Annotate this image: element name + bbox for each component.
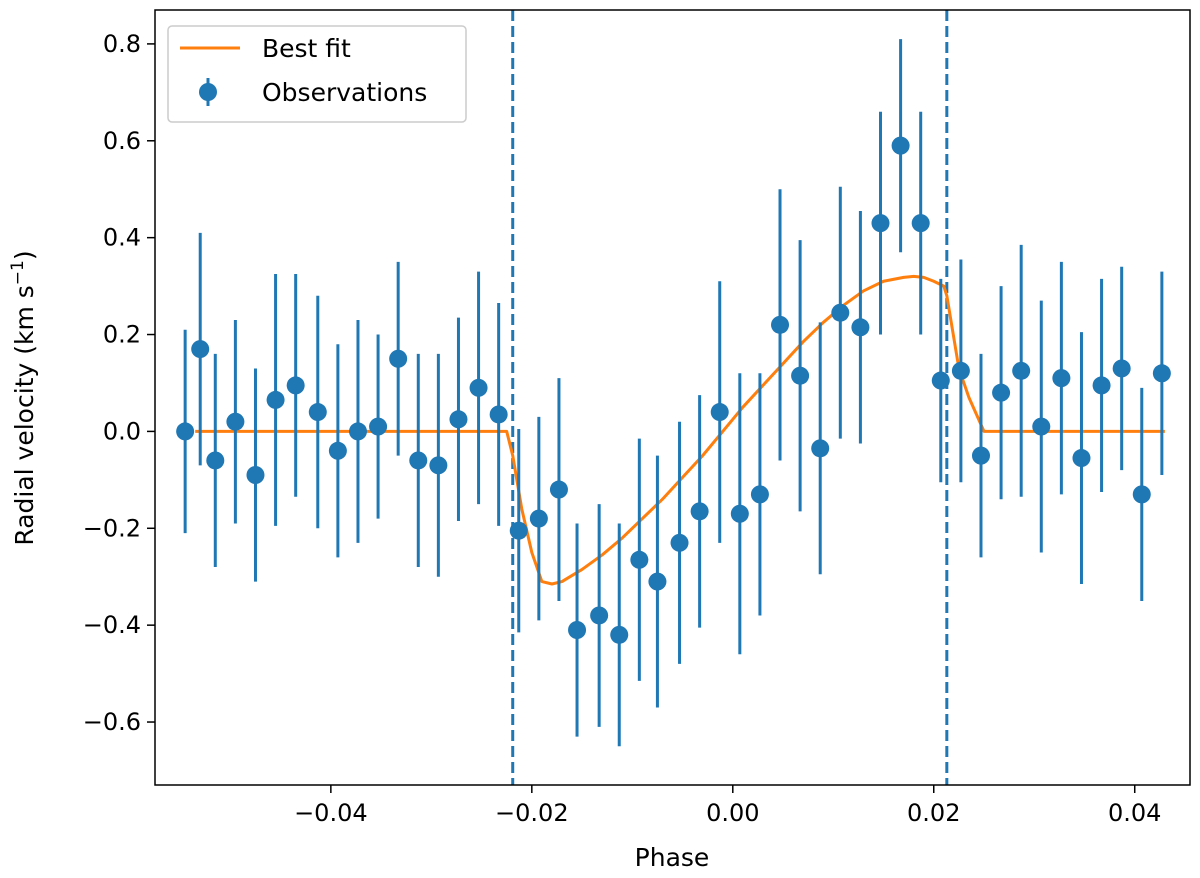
observation-point — [670, 533, 689, 552]
y-axis-label-tail: ) — [10, 250, 39, 260]
observation-point — [771, 315, 790, 334]
plot-frame — [154, 9, 1191, 786]
observation-point — [630, 550, 649, 569]
observation-point — [191, 340, 210, 359]
best-fit-line — [195, 274, 1165, 586]
y-tick-label: 0.8 — [103, 30, 141, 58]
observation-point — [206, 451, 225, 470]
observation-point — [529, 509, 548, 528]
y-tick-label: −0.6 — [83, 708, 141, 736]
observation-point — [429, 456, 448, 475]
y-axis-label-main: Radial velocity (km s — [10, 285, 39, 545]
observation-point — [549, 480, 568, 499]
observation-point — [690, 502, 709, 521]
y-axis-label: Radial velocity (km s−1) — [8, 250, 39, 545]
x-tick-label: 0.04 — [1108, 799, 1161, 827]
observation-point — [791, 366, 810, 385]
x-tick-label: 0.02 — [907, 799, 960, 827]
observation-point — [328, 441, 347, 460]
observation-point — [590, 606, 609, 625]
observation-point — [992, 383, 1011, 402]
observation-point — [409, 451, 428, 470]
observation-point — [648, 572, 667, 591]
observation-point — [246, 466, 265, 484]
phase-boundary-lines — [511, 10, 949, 785]
x-axis: −0.04 −0.02 0.00 0.02 0.04 — [294, 785, 1161, 827]
observation-point — [1132, 485, 1151, 504]
observation-point — [176, 422, 195, 441]
observation-point — [286, 376, 305, 395]
observation-point — [911, 214, 930, 233]
observation-point — [1152, 364, 1171, 383]
observation-point — [308, 403, 327, 422]
observation-point — [750, 485, 769, 504]
observation-point — [710, 403, 729, 422]
observation-point — [851, 318, 870, 337]
observation-point — [831, 303, 850, 322]
y-axis: −0.6 −0.4 −0.2 0.0 0.2 0.4 0.6 0.8 — [83, 30, 155, 736]
observations-series — [176, 39, 1171, 747]
observation-point — [951, 361, 970, 380]
observation-point — [226, 412, 245, 431]
observation-point — [1052, 369, 1071, 388]
x-tick-label: −0.02 — [495, 799, 569, 827]
y-tick-label: 0.4 — [103, 224, 141, 252]
y-tick-label: 0.2 — [103, 321, 141, 349]
legend-box — [167, 25, 467, 123]
legend-observations-label: Observations — [262, 78, 427, 107]
x-tick-label: −0.04 — [294, 799, 368, 827]
observation-point — [369, 417, 388, 436]
y-tick-label: −0.2 — [83, 514, 141, 542]
observation-point — [568, 621, 587, 639]
x-axis-label: Phase — [635, 843, 710, 872]
y-tick-label: −0.4 — [83, 611, 141, 639]
y-axis-label-superscript: −1 — [8, 260, 28, 285]
observation-point — [730, 504, 749, 523]
legend-best-fit-label: Best fit — [262, 34, 351, 63]
y-tick-label: 0.0 — [103, 417, 141, 445]
observation-point — [266, 390, 285, 409]
observation-point — [489, 405, 508, 424]
observation-point — [610, 625, 629, 644]
observation-point — [1112, 359, 1131, 378]
observation-point — [348, 422, 367, 441]
observation-point — [1072, 449, 1091, 468]
observation-point — [811, 439, 830, 458]
observation-point — [1012, 361, 1031, 380]
observation-point — [871, 214, 890, 233]
observation-point — [1092, 376, 1111, 395]
observation-point — [509, 521, 528, 540]
observation-point — [449, 410, 468, 429]
observation-point — [389, 349, 408, 368]
x-tick-label: 0.00 — [706, 799, 759, 827]
observation-point — [1032, 417, 1051, 436]
best-fit-series — [195, 274, 1165, 586]
observation-point — [931, 371, 950, 390]
observation-point — [971, 446, 990, 465]
observation-point — [469, 378, 488, 397]
legend: Best fit Observations — [167, 25, 467, 123]
legend-observations-marker — [199, 83, 217, 101]
y-tick-label: 0.6 — [103, 127, 141, 155]
observation-point — [891, 136, 910, 155]
